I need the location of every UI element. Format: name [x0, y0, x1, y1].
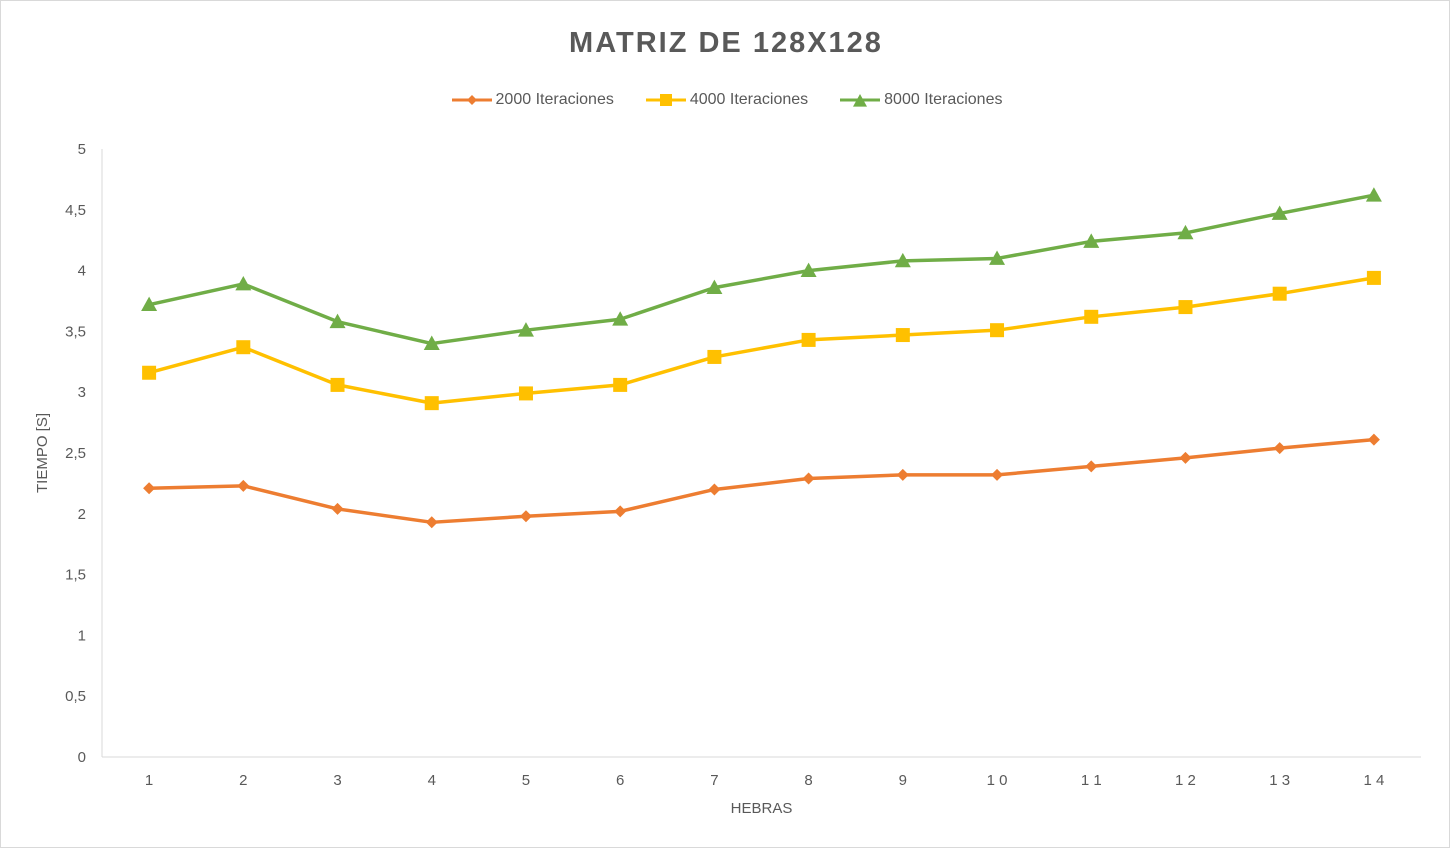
data-point [1178, 300, 1193, 315]
data-point [989, 250, 1006, 265]
data-point [519, 510, 532, 523]
data-point [706, 279, 723, 295]
y-tick-label: 1 [78, 627, 86, 644]
x-tick-label: 6 [616, 772, 624, 789]
y-tick-label: 3,5 [65, 323, 86, 340]
legend-item-series-2: 8000 Iteraciones [838, 91, 1002, 109]
y-axis-title: TIEMPO [S] [34, 413, 51, 493]
data-point [425, 516, 438, 529]
x-tick-label: 3 [333, 772, 341, 789]
x-tick-label: 1 2 [1175, 772, 1196, 789]
data-point [614, 505, 627, 518]
data-point [707, 349, 722, 364]
data-point [1177, 224, 1194, 240]
data-point [1366, 270, 1381, 285]
data-point [894, 252, 911, 268]
data-point [708, 483, 721, 496]
data-point [237, 479, 250, 492]
x-tick-label: 8 [804, 772, 812, 789]
data-point [895, 328, 910, 343]
data-point [143, 482, 156, 495]
data-point [1271, 205, 1288, 220]
y-tick-label: 4,5 [65, 202, 86, 219]
x-tick-label: 1 4 [1363, 772, 1384, 789]
series-line [147, 276, 1376, 405]
x-tick-label: 5 [522, 772, 530, 789]
legend-item-series-1: 4000 Iteraciones [644, 91, 808, 109]
data-point [1273, 442, 1286, 455]
data-point [1085, 460, 1098, 473]
data-point [518, 386, 533, 401]
series-line [147, 437, 1376, 525]
y-tick-label: 2,5 [65, 445, 86, 462]
legend-marker [659, 94, 672, 106]
data-point [423, 335, 440, 350]
data-point [1367, 433, 1380, 446]
legend-label: 2000 Iteraciones [495, 91, 614, 108]
x-axis-ticks: 1 2 3 4 5 6 7 8 9 1 0 1 1 1 2 1 3 1 4 [145, 772, 1384, 789]
data-point [1083, 233, 1100, 248]
y-tick-label: 3 [78, 384, 86, 401]
x-tick-label: 1 1 [1081, 772, 1102, 789]
legend-marker-square-icon [645, 94, 686, 106]
y-tick-label: 0,5 [65, 688, 86, 705]
x-tick-label: 1 [145, 772, 153, 789]
legend-marker [853, 94, 868, 107]
x-tick-label: 2 [239, 772, 247, 789]
y-tick-label: 4 [78, 263, 86, 280]
x-tick-label: 7 [710, 772, 718, 789]
data-point [235, 275, 252, 291]
y-tick-label: 5 [78, 141, 86, 158]
y-axis-ticks: 0 0,5 1 1,5 2 2,5 3 3,5 4 4,5 5 [65, 141, 86, 766]
data-point [1272, 286, 1287, 301]
data-point [236, 340, 251, 355]
series-layer [141, 187, 1382, 529]
data-point [800, 262, 817, 277]
data-point [329, 313, 346, 329]
data-point [991, 468, 1004, 481]
series-1 [142, 270, 1381, 411]
legend: 2000 Iteraciones 4000 Iteraciones 8000 I… [1, 91, 1450, 109]
y-tick-label: 1,5 [65, 567, 86, 584]
legend-marker-triangle-icon [840, 94, 881, 107]
data-point [331, 502, 344, 515]
data-point [896, 468, 909, 481]
x-tick-label: 9 [899, 772, 907, 789]
legend-marker-diamond-icon [451, 95, 492, 105]
series-line [147, 193, 1376, 346]
data-point [1179, 451, 1192, 464]
data-point [612, 311, 629, 326]
data-point [424, 396, 439, 411]
data-point [802, 472, 815, 485]
y-tick-label: 2 [78, 506, 86, 523]
y-tick-label: 0 [78, 749, 86, 766]
legend-label: 8000 Iteraciones [884, 91, 1003, 108]
x-tick-label: 4 [428, 772, 436, 789]
series-0 [143, 433, 1380, 529]
data-point [330, 377, 345, 392]
legend-marker [466, 95, 477, 105]
data-point [142, 365, 157, 380]
data-point [141, 296, 158, 312]
data-point [517, 322, 534, 337]
legend-item-series-0: 2000 Iteraciones [450, 91, 614, 109]
data-point [613, 377, 628, 392]
x-tick-label: 1 3 [1269, 772, 1290, 789]
data-point [1084, 309, 1099, 324]
data-point [990, 323, 1005, 338]
series-2 [141, 187, 1382, 350]
x-axis-title: HEBRAS [731, 800, 793, 817]
data-point [801, 332, 816, 347]
legend-label: 4000 Iteraciones [689, 91, 809, 108]
chart-title: MATRIZ DE 128X128 [569, 27, 883, 59]
x-tick-label: 1 0 [987, 772, 1008, 789]
data-point [1365, 187, 1382, 202]
